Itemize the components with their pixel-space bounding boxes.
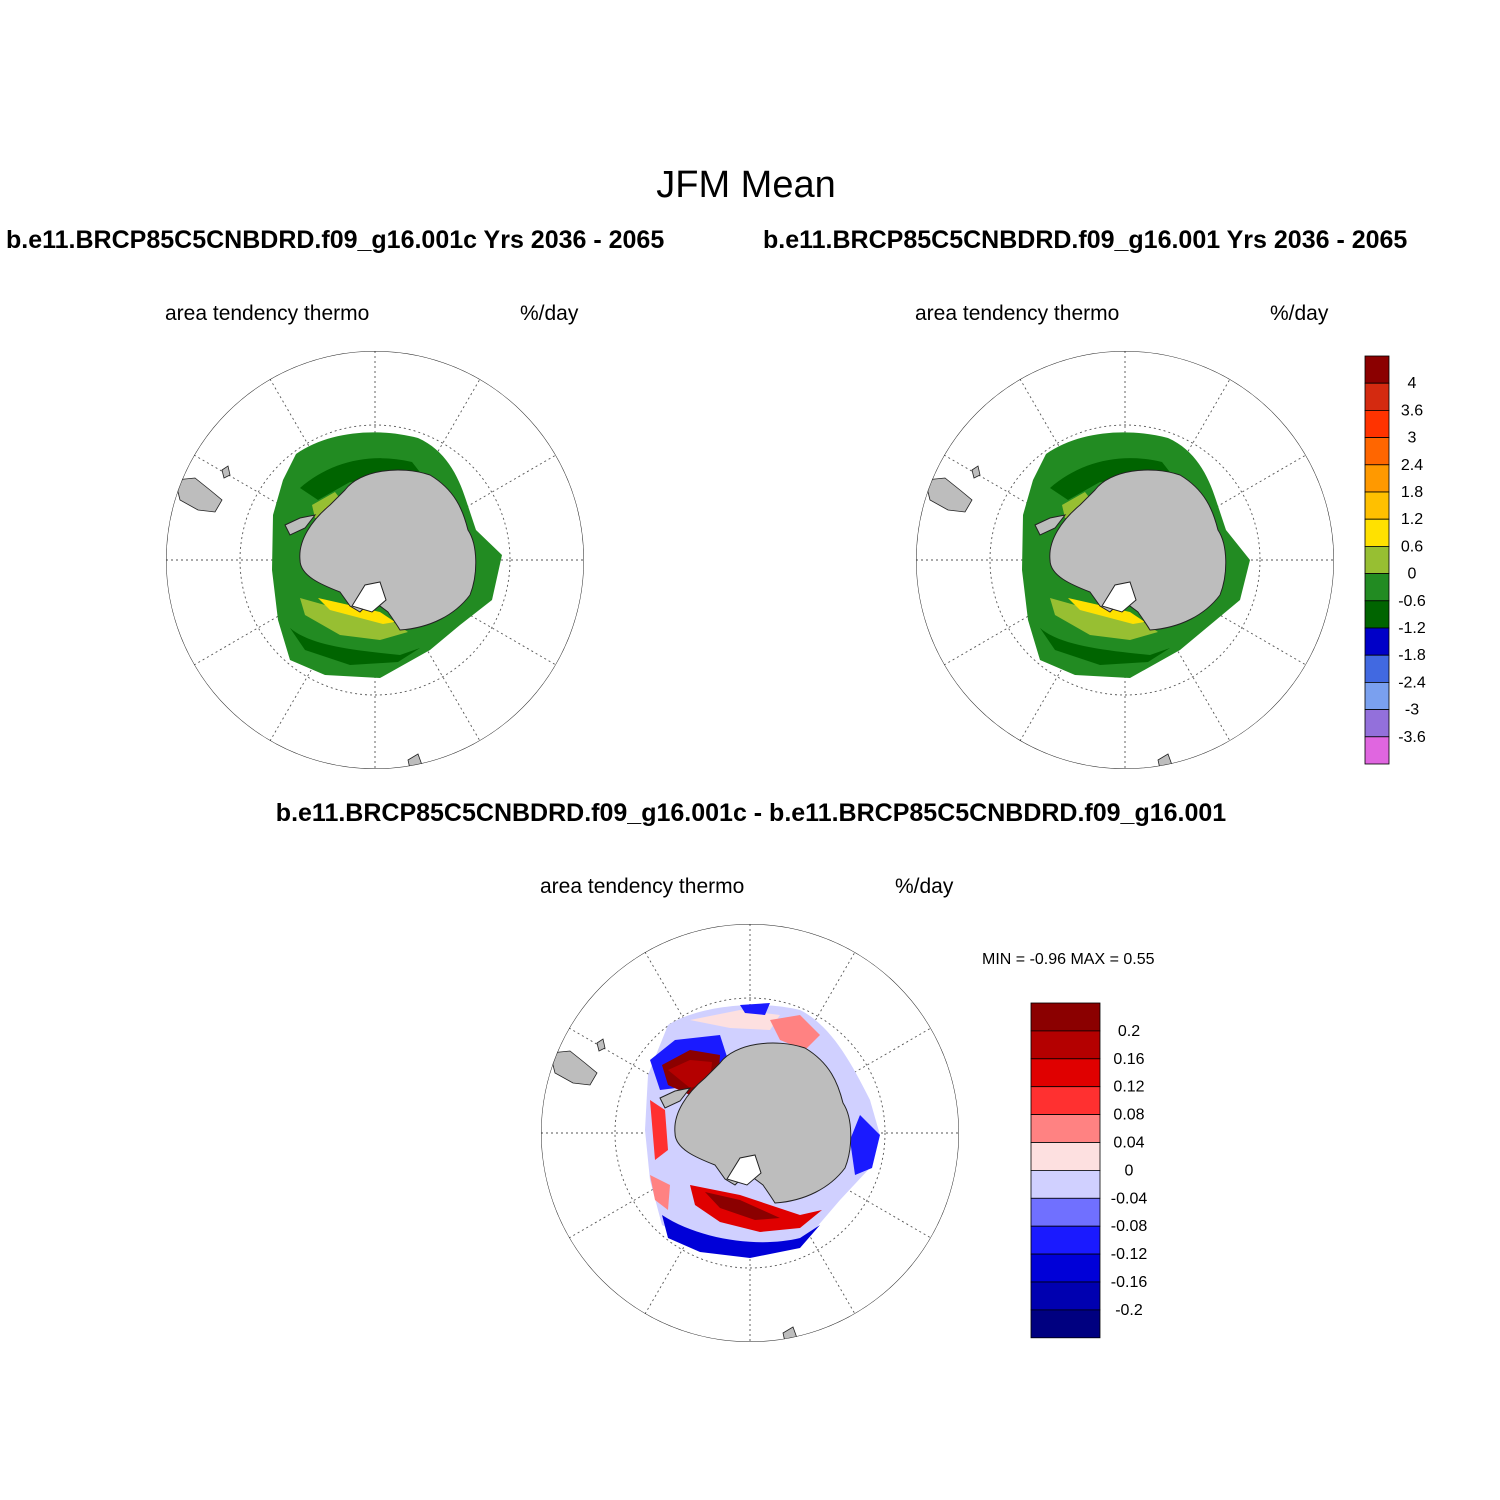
colorbar-diff-swatch <box>1030 1030 1101 1060</box>
colorbar-main-swatch <box>1364 546 1390 575</box>
colorbar-main-label: 3.6 <box>1401 402 1423 419</box>
colorbar-main-swatch <box>1364 382 1390 411</box>
colorbar-diff-label: 0 <box>1125 1162 1134 1179</box>
diff-map <box>541 924 959 1342</box>
diff-units-label: %/day <box>895 875 954 898</box>
colorbar-main-label: 4 <box>1408 375 1417 392</box>
colorbar-main-swatch <box>1364 736 1390 765</box>
colorbar-main-swatch <box>1364 682 1390 711</box>
colorbar-main-swatch <box>1364 654 1390 683</box>
colorbar-main-label: -1.8 <box>1398 647 1426 664</box>
case-right-title: b.e11.BRCP85C5CNBDRD.f09_g16.001 Yrs 203… <box>763 226 1408 254</box>
colorbar-main: 4 3.6 3 2.4 1.8 1.2 0.6 0 -0.6 -1.2 -1.8 -2.4 -3 -3.6 <box>1364 355 1426 765</box>
colorbar-main-label: -2.4 <box>1398 674 1426 691</box>
colorbar-diff: 0.2 0.16 0.12 0.08 0.04 0 -0.04 -0.08 -0.12 -0.16… <box>1030 1002 1148 1339</box>
colorbar-main-label: 2.4 <box>1401 457 1423 474</box>
right-map <box>916 351 1334 769</box>
colorbar-main-label: 0.6 <box>1401 538 1423 555</box>
colorbar-main-label: -3.6 <box>1398 729 1426 746</box>
figure-title: JFM Mean <box>656 164 836 206</box>
colorbar-diff-swatch <box>1030 1114 1101 1143</box>
colorbar-diff-swatch <box>1030 1197 1101 1227</box>
colorbar-diff-label: -0.12 <box>1111 1246 1148 1263</box>
colorbar-main-swatch <box>1364 464 1390 493</box>
colorbar-diff-label: 0.12 <box>1113 1079 1144 1096</box>
left-antarctica <box>284 469 477 631</box>
colorbar-main-swatch <box>1364 409 1390 438</box>
colorbar-diff-label: -0.04 <box>1111 1190 1148 1207</box>
right-units-label: %/day <box>1270 302 1329 325</box>
colorbar-diff-label: 0.16 <box>1113 1051 1144 1068</box>
colorbar-main-swatch <box>1364 600 1390 629</box>
colorbar-diff-swatch <box>1030 1002 1101 1032</box>
colorbar-diff-swatch <box>1030 1142 1101 1171</box>
colorbar-main-label: 1.8 <box>1401 484 1423 501</box>
colorbar-diff-swatch <box>1030 1058 1101 1088</box>
colorbar-main-label: -0.6 <box>1398 593 1426 610</box>
colorbar-main-label: -3 <box>1405 702 1419 719</box>
colorbar-main-swatch <box>1364 573 1390 602</box>
colorbar-diff-label: 0.04 <box>1113 1135 1144 1152</box>
colorbar-diff-swatch <box>1030 1309 1101 1339</box>
colorbar-diff-label: 0.08 <box>1113 1107 1144 1124</box>
colorbar-diff-swatch <box>1030 1225 1101 1255</box>
diff-minmax-label: MIN = -0.96 MAX = 0.55 <box>982 951 1155 968</box>
left-units-label: %/day <box>520 302 579 325</box>
colorbar-diff-swatch <box>1030 1253 1101 1283</box>
colorbar-diff-label: 0.2 <box>1118 1023 1140 1040</box>
colorbar-diff-swatch <box>1030 1170 1101 1199</box>
colorbar-main-swatch <box>1364 491 1390 520</box>
colorbar-main-label: 0 <box>1408 566 1417 583</box>
colorbar-main-label: 1.2 <box>1401 511 1423 528</box>
colorbar-main-label: -1.2 <box>1398 620 1426 637</box>
colorbar-main-swatch <box>1364 355 1390 384</box>
colorbar-main-swatch <box>1364 518 1390 547</box>
colorbar-diff-label: -0.16 <box>1111 1274 1148 1291</box>
colorbar-main-swatch <box>1364 437 1390 466</box>
right-antarctica <box>1034 469 1227 631</box>
colorbar-diff-swatch <box>1030 1281 1101 1311</box>
colorbar-main-swatch <box>1364 627 1390 656</box>
colorbar-main-label: 3 <box>1408 430 1417 447</box>
colorbar-diff-label: -0.2 <box>1115 1302 1143 1319</box>
diff-title: b.e11.BRCP85C5CNBDRD.f09_g16.001c - b.e1… <box>275 799 1227 827</box>
diff-antarctica <box>659 1042 852 1204</box>
colorbar-diff-swatch <box>1030 1086 1101 1115</box>
left-map <box>166 351 584 769</box>
colorbar-diff-label: -0.08 <box>1111 1218 1148 1235</box>
case-left-title: b.e11.BRCP85C5CNBDRD.f09_g16.001c Yrs 20… <box>6 226 665 254</box>
diff-variable-label: area tendency thermo <box>540 875 745 898</box>
right-variable-label: area tendency thermo <box>915 302 1120 325</box>
left-south-america <box>174 465 423 769</box>
colorbar-main-swatch <box>1364 709 1390 738</box>
left-variable-label: area tendency thermo <box>165 302 370 325</box>
